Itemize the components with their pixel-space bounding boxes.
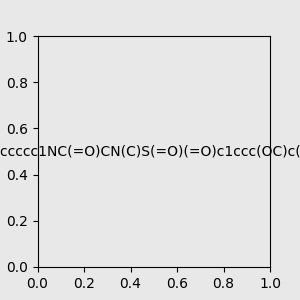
Text: CCc1ccccc1NC(=O)CN(C)S(=O)(=O)c1ccc(OC)c(OC)c1: CCc1ccccc1NC(=O)CN(C)S(=O)(=O)c1ccc(OC)c… <box>0 145 300 158</box>
